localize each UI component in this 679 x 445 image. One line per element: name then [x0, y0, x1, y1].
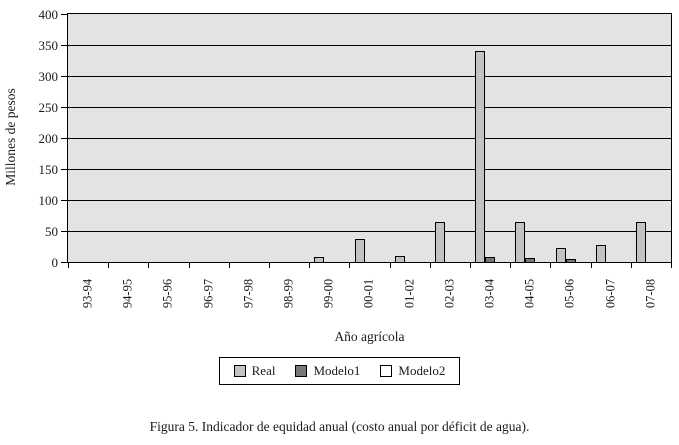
y-tick-label-100: 100 — [38, 192, 59, 208]
gridline-250 — [68, 107, 671, 108]
x-tick-label-02-03: 02-03 — [442, 278, 457, 309]
y-tick-100 — [61, 200, 67, 201]
figure-caption: Figura 5. Indicador de equidad anual (co… — [149, 419, 530, 434]
legend-item-modelo1: Modelo1 — [295, 363, 360, 379]
gridline-200 — [68, 138, 671, 139]
bar-real-99-00 — [314, 257, 325, 262]
x-tick-13 — [590, 263, 592, 268]
x-tick-label-03-04: 03-04 — [482, 278, 497, 309]
legend-item-modelo2: Modelo2 — [380, 363, 445, 379]
x-tick-12 — [550, 263, 552, 268]
gridline-100 — [68, 200, 671, 201]
bar-modelo1-05-06 — [565, 258, 576, 262]
x-tick-11 — [510, 263, 512, 268]
y-tick-300 — [61, 76, 67, 77]
legend-swatch-real — [233, 365, 246, 377]
y-tick-150 — [61, 169, 67, 170]
legend-swatch-modelo2 — [380, 365, 393, 377]
y-tick-label-250: 250 — [38, 99, 59, 115]
y-tick-label-350: 350 — [38, 37, 59, 53]
x-tick-label-98-99: 98-99 — [281, 278, 296, 309]
legend-label-modelo2: Modelo2 — [398, 363, 446, 378]
x-tick-label-95-96: 95-96 — [160, 278, 175, 309]
bar-real-00-01 — [354, 239, 365, 262]
y-tick-50 — [61, 231, 67, 232]
y-tick-label-0: 0 — [51, 254, 59, 270]
legend-label-real: Real — [251, 363, 276, 378]
x-tick-0 — [68, 263, 69, 268]
x-tick-label-97-98: 97-98 — [241, 278, 256, 309]
x-tick-8 — [389, 263, 391, 268]
bar-real-02-03 — [434, 221, 445, 262]
y-tick-label-400: 400 — [38, 6, 59, 22]
x-tick-2 — [148, 263, 150, 268]
bar-real-07-08 — [635, 221, 646, 262]
bar-real-01-02 — [394, 255, 405, 262]
bar-real-06-07 — [595, 245, 606, 262]
y-tick-label-300: 300 — [38, 68, 59, 84]
y-tick-0 — [61, 262, 67, 263]
bar-real-03-04 — [475, 51, 486, 262]
x-tick-label-05-06: 05-06 — [562, 278, 577, 309]
x-tick-label-07-08: 07-08 — [643, 278, 658, 309]
x-tick-9 — [429, 263, 431, 268]
x-tick-14 — [630, 263, 632, 268]
x-tick-3 — [188, 263, 190, 268]
y-tick-label-50: 50 — [45, 223, 58, 239]
legend-wrap: Real Modelo1 Modelo2 — [0, 357, 679, 385]
bar-modelo1-04-05 — [525, 258, 536, 262]
y-tick-400 — [61, 14, 67, 15]
x-axis-title: Año agrícola — [334, 329, 405, 344]
x-tick-10 — [470, 263, 471, 268]
y-tick-250 — [61, 107, 67, 108]
legend-swatch-modelo1 — [295, 365, 308, 377]
legend: Real Modelo1 Modelo2 — [218, 357, 461, 385]
x-tick-7 — [349, 263, 351, 268]
gridline-50 — [68, 231, 671, 232]
bar-real-04-05 — [515, 221, 526, 262]
x-tick-label-04-05: 04-05 — [522, 278, 537, 309]
plot-area — [67, 13, 672, 263]
x-tick-label-94-95: 94-95 — [120, 278, 135, 309]
x-tick-label-00-01: 00-01 — [361, 278, 376, 309]
y-tick-label-150: 150 — [38, 161, 59, 177]
y-tick-label-200: 200 — [38, 130, 59, 146]
x-tick-15 — [671, 263, 672, 268]
bar-real-05-06 — [555, 248, 566, 262]
y-tick-350 — [61, 45, 67, 46]
y-tick-200 — [61, 138, 67, 139]
x-tick-label-01-02: 01-02 — [402, 278, 417, 309]
x-tick-label-99-00: 99-00 — [321, 278, 336, 309]
gridline-300 — [68, 76, 671, 77]
legend-label-modelo1: Modelo1 — [313, 363, 361, 378]
gridline-350 — [68, 45, 671, 46]
x-tick-5 — [269, 263, 270, 268]
x-tick-6 — [309, 263, 311, 268]
x-tick-4 — [228, 263, 230, 268]
legend-item-real: Real — [233, 363, 276, 379]
x-tick-label-93-94: 93-94 — [80, 278, 95, 309]
x-tick-1 — [108, 263, 110, 268]
x-tick-label-06-07: 06-07 — [603, 278, 618, 309]
gridline-150 — [68, 169, 671, 170]
x-tick-label-96-97: 96-97 — [201, 278, 216, 309]
bar-modelo1-03-04 — [485, 257, 496, 262]
